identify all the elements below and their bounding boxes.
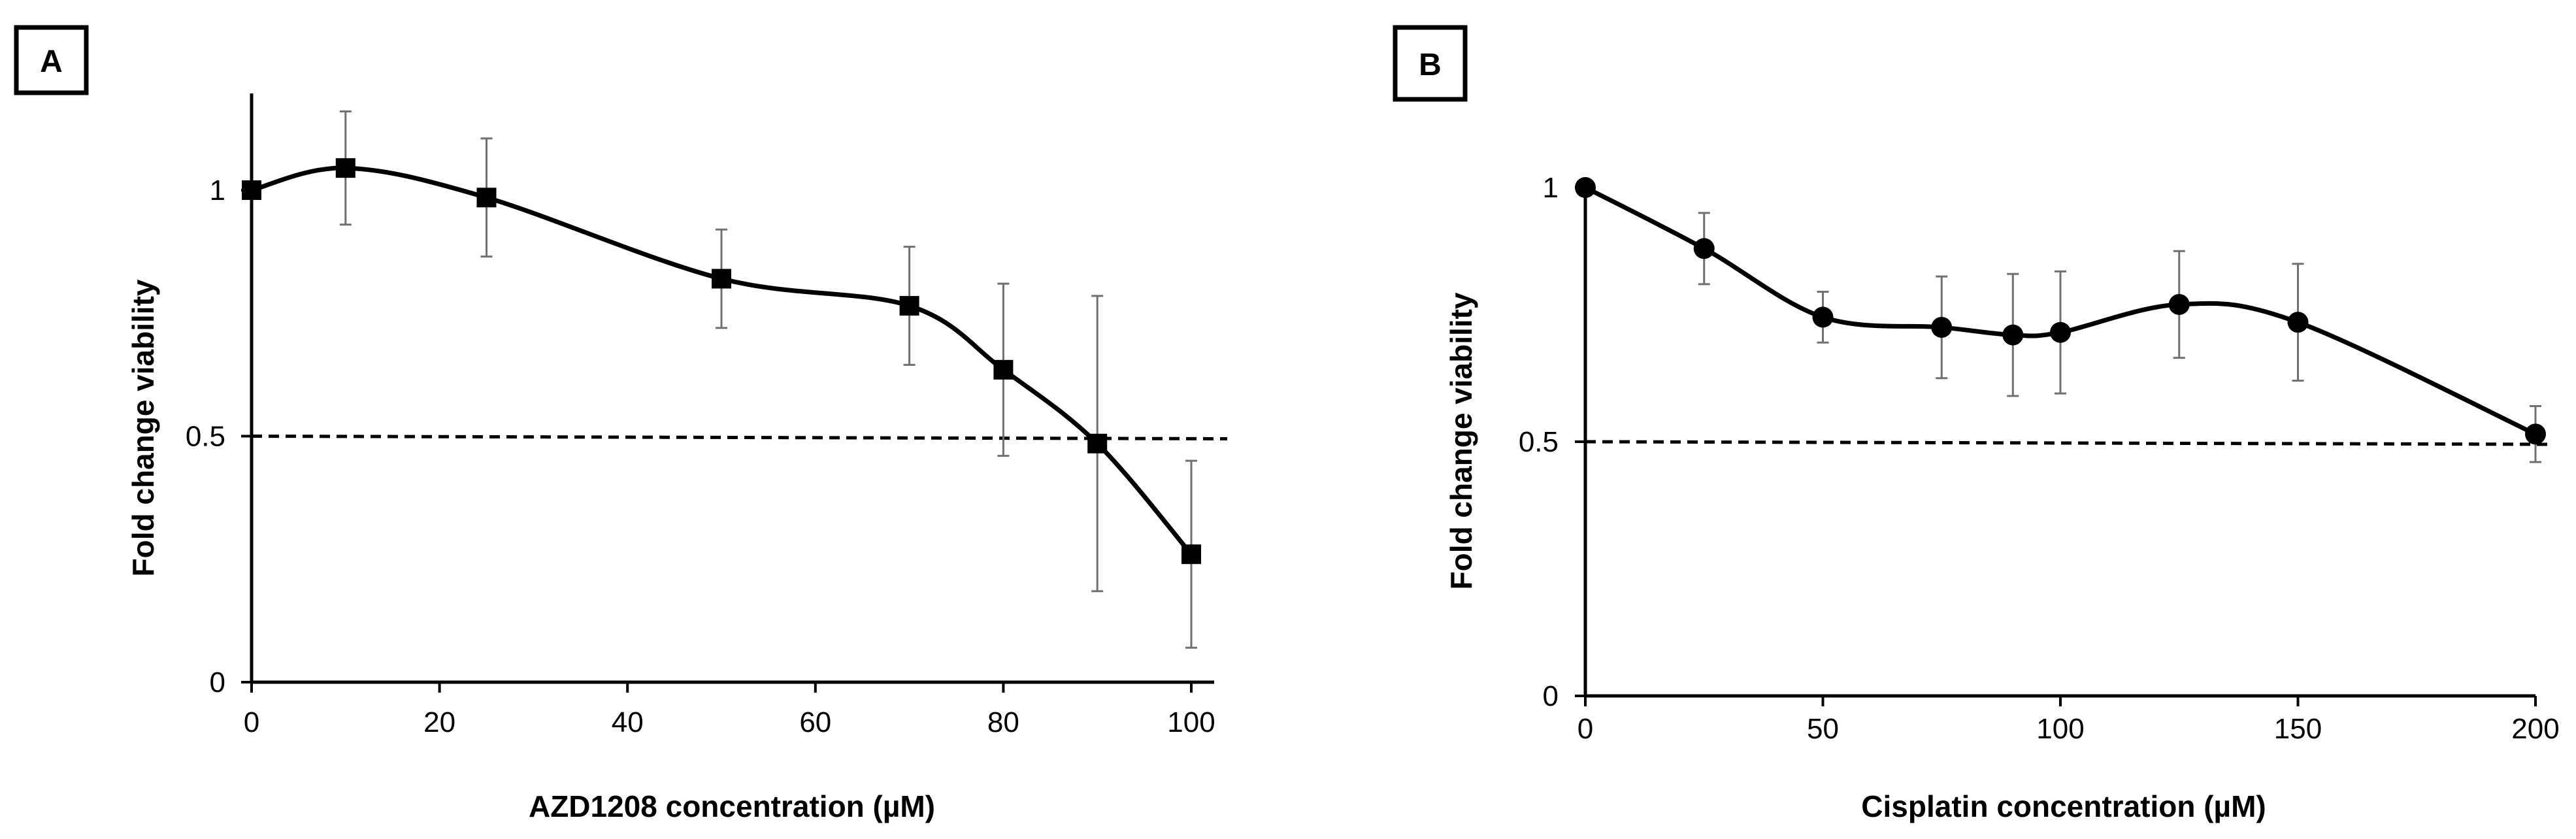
panel-a-data-point — [899, 295, 919, 316]
panel-a-y-axis-title: Fold change viability — [126, 279, 160, 576]
panel-b-y-tick-label: 0.5 — [1519, 426, 1559, 458]
panel-b-x-tick-label: 0 — [1577, 713, 1593, 745]
panel-a-threshold-line — [251, 435, 1228, 440]
panel-b-markers — [1575, 177, 2546, 445]
panel-b-y-tick-label: 1 — [1543, 172, 1559, 204]
panel-b-x-tick-label: 150 — [2274, 713, 2322, 745]
panel-b-x-tick-label: 200 — [2511, 713, 2559, 745]
panel-b-data-point — [2050, 321, 2071, 343]
panel-a-label: A — [40, 44, 63, 79]
panel-a-markers — [242, 158, 1201, 565]
panel-b-x-tick-label: 100 — [2036, 713, 2084, 745]
panel-b-x-axis-title: Cisplatin concentration (µM) — [1861, 789, 2266, 823]
panel-b-label-box — [1393, 25, 1468, 102]
panel-b-error-bars — [1698, 212, 2541, 463]
panel-a-data-point — [712, 269, 731, 289]
panel-b-label: B — [1419, 48, 1442, 82]
panel-a-x-tick-label: 40 — [612, 706, 644, 738]
panel-b-data-point — [1575, 177, 1596, 198]
panel-a-x-tick-label: 60 — [799, 706, 831, 738]
panel-a-y-ticks: 00.51 — [186, 174, 252, 699]
panel-b-x-ticks: 0 50 100 150 200 — [1577, 696, 2560, 745]
panel-a-data-point — [242, 180, 261, 200]
panel-b-data-point — [2525, 423, 2546, 445]
panel-a-x-tick-label: 100 — [1167, 706, 1215, 738]
panel-b-data-point — [1931, 316, 1953, 338]
panel-a-data-point — [476, 188, 497, 208]
panel-a-data-point — [1181, 544, 1201, 565]
panel-a-chart: A 00.51 0 20 40 60 80 100 Fold change viabili… — [14, 25, 1228, 823]
panel-a-label-box — [14, 25, 89, 95]
panel-a-x-tick-label: 0 — [244, 706, 259, 738]
panel-b-y-axis-title: Fold change viability — [1444, 292, 1478, 589]
panel-b-y-tick-label: 0 — [1543, 680, 1559, 712]
panel-b-chart: B 00.51 0 50 100 150 200 Fold change viabili… — [1393, 25, 2560, 823]
panel-b-data-point — [1812, 306, 1834, 328]
panel-b-x-tick-label: 50 — [1807, 713, 1839, 745]
panel-a-x-tick-label: 80 — [987, 706, 1019, 738]
panel-b-data-point — [1693, 238, 1715, 259]
panel-a-x-ticks: 0 20 40 60 80 100 — [244, 682, 1215, 738]
panel-a-y-tick-label: 1 — [210, 174, 225, 206]
panel-b-data-point — [2002, 324, 2024, 346]
panel-b-y-ticks: 00.51 — [1519, 172, 1585, 712]
panel-a-x-tick-label: 20 — [423, 706, 455, 738]
panel-a-data-point — [993, 359, 1014, 380]
panel-a-series-line — [251, 165, 1193, 556]
panel-a-y-tick-label: 0 — [210, 666, 225, 699]
panel-b-data-point — [2168, 293, 2190, 315]
panel-a-data-point — [335, 158, 355, 178]
panel-a-y-tick-label: 0.5 — [186, 421, 225, 453]
panel-b-threshold-line — [1585, 440, 2551, 446]
panel-a-x-axis-title: AZD1208 concentration (µM) — [529, 789, 935, 823]
panel-b-data-point — [2287, 312, 2309, 333]
panel-a-data-point — [1087, 433, 1108, 453]
